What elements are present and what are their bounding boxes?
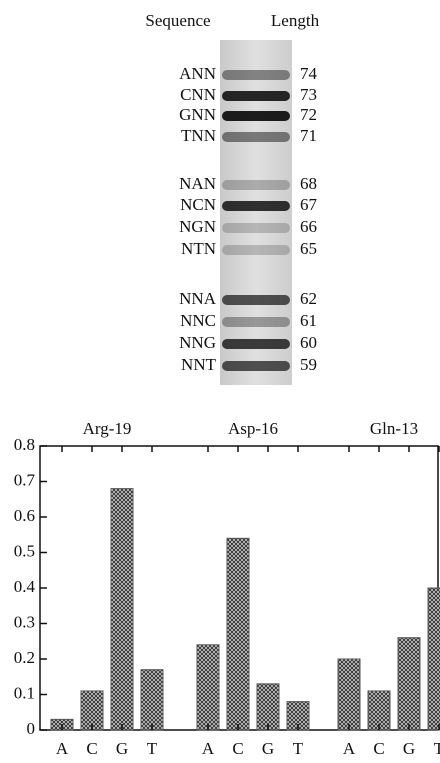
x-tick-label: C (86, 739, 97, 758)
sequence-label: GNN (179, 105, 216, 124)
length-label: 74 (300, 64, 318, 83)
gel-band (222, 295, 290, 305)
bar (398, 638, 420, 730)
bar (141, 670, 163, 730)
length-label: 67 (300, 195, 318, 214)
gel-band (222, 91, 290, 101)
bar (111, 489, 133, 730)
length-label: 73 (300, 85, 317, 104)
length-label: 60 (300, 333, 317, 352)
sequence-label: NAN (179, 174, 216, 193)
x-tick-label: G (403, 739, 415, 758)
length-label: 59 (300, 355, 317, 374)
gel-band (222, 70, 290, 80)
y-tick-label: 0.7 (14, 470, 36, 489)
group-title: Asp-16 (228, 419, 278, 438)
header: Length (271, 11, 320, 30)
x-tick-label: T (434, 739, 440, 758)
length-label: 65 (300, 239, 317, 258)
length-label: 72 (300, 105, 317, 124)
bar (338, 659, 360, 730)
y-tick-label: 0.1 (14, 683, 35, 702)
x-tick-label: C (232, 739, 243, 758)
header: Sequence (145, 11, 210, 30)
group-title: Arg-19 (83, 419, 132, 438)
gel-band (222, 180, 290, 190)
sequence-label: NCN (180, 195, 216, 214)
bar (197, 645, 219, 730)
x-tick-label: G (262, 739, 274, 758)
sequence-label: NNC (180, 311, 216, 330)
x-tick-label: C (373, 739, 384, 758)
y-tick-label: 0.2 (14, 648, 35, 667)
gel-band (222, 361, 290, 371)
figure: Sequence Length ANN 74 CNN 73 GNN 72 TNN 71 NAN 68 N… (0, 0, 440, 763)
length-label: 62 (300, 289, 317, 308)
gel-band (222, 201, 290, 211)
group-title: Gln-13 (370, 419, 418, 438)
y-tick-label: 0.5 (14, 541, 35, 560)
x-tick-label: T (293, 739, 304, 758)
gel-band (222, 223, 290, 233)
y-tick-label: 0.8 (14, 435, 35, 454)
gel-band (222, 111, 290, 121)
gel-band (222, 317, 290, 327)
x-tick-label: A (56, 739, 69, 758)
x-tick-label: T (147, 739, 158, 758)
sequence-label: NGN (179, 217, 216, 236)
gel-band (222, 339, 290, 349)
bar (257, 684, 279, 730)
sequence-label: NNG (179, 333, 216, 352)
length-label: 68 (300, 174, 317, 193)
gel-band (222, 245, 290, 255)
length-label: 71 (300, 126, 317, 145)
length-label: 61 (300, 311, 317, 330)
length-label: 66 (300, 217, 317, 236)
bar (428, 588, 440, 730)
sequence-label: NNA (179, 289, 217, 308)
bar (227, 538, 249, 730)
sequence-label: TNN (181, 126, 216, 145)
x-tick-label: G (116, 739, 128, 758)
y-tick-label: 0 (27, 719, 36, 738)
x-tick-label: A (202, 739, 215, 758)
y-tick-label: 0.6 (14, 506, 35, 525)
sequence-label: NNT (181, 355, 217, 374)
x-tick-label: A (343, 739, 356, 758)
y-tick-label: 0.4 (14, 577, 36, 596)
gel-band (222, 132, 290, 142)
sequence-label: NTN (181, 239, 216, 258)
y-tick-label: 0.3 (14, 612, 35, 631)
sequence-label: ANN (179, 64, 216, 83)
sequence-label: CNN (180, 85, 216, 104)
